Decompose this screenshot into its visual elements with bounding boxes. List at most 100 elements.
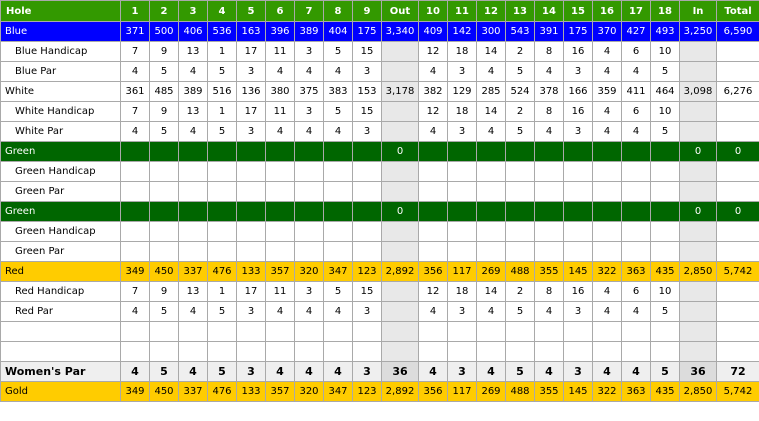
score-cell [323, 141, 353, 162]
score-cell: 12 [418, 281, 448, 302]
score-cell: 355 [534, 261, 564, 282]
score-cell [120, 341, 150, 362]
scorecard-row: White Par 4 5 4 5 3 4 4 4 3 4 3 4 5 4 3 4 4 5 [0, 121, 759, 142]
score-cell [178, 201, 208, 222]
row-label: Blue Par [0, 61, 121, 82]
score-cell: 13 [178, 41, 208, 62]
scorecard-row: Green Par [0, 241, 759, 262]
score-cell [447, 241, 477, 262]
score-cell: 4 [592, 61, 622, 82]
score-cell: 13 [178, 281, 208, 302]
score-cell [592, 161, 622, 182]
score-cell [149, 201, 179, 222]
score-cell [505, 141, 535, 162]
score-cell: 117 [447, 381, 477, 402]
score-cell: 17 [236, 281, 266, 302]
score-cell [592, 201, 622, 222]
score-cell [679, 341, 717, 362]
score-cell: 4 [534, 61, 564, 82]
score-cell: 485 [149, 81, 179, 102]
score-cell [323, 241, 353, 262]
score-cell: 361 [120, 81, 150, 102]
score-cell [294, 341, 324, 362]
score-cell [236, 201, 266, 222]
score-cell: 357 [265, 381, 295, 402]
score-cell: 18 [447, 101, 477, 122]
row-label [0, 321, 121, 342]
score-cell: 3 [563, 61, 593, 82]
score-cell: 0 [716, 201, 759, 222]
score-cell [120, 181, 150, 202]
score-cell [563, 161, 593, 182]
score-cell [294, 221, 324, 242]
score-cell: 5 [207, 61, 237, 82]
score-cell: 6,276 [716, 81, 759, 102]
score-cell: 3,098 [679, 81, 717, 102]
score-cell: 3 [294, 41, 324, 62]
score-cell: 6 [621, 41, 651, 62]
score-cell: 4 [323, 361, 353, 382]
score-cell: 355 [534, 381, 564, 402]
score-cell [563, 221, 593, 242]
score-cell [294, 321, 324, 342]
score-cell: 18 [447, 281, 477, 302]
score-cell: 17 [236, 41, 266, 62]
score-cell: 10 [650, 101, 680, 122]
row-label: White [0, 81, 121, 102]
score-cell: 145 [563, 381, 593, 402]
score-cell: 14 [476, 41, 506, 62]
row-label: Green Par [0, 181, 121, 202]
score-cell: 166 [563, 81, 593, 102]
score-cell: 3 [294, 101, 324, 122]
score-cell: 4 [294, 121, 324, 142]
score-cell: 3 [447, 61, 477, 82]
scorecard-row: Green Handicap [0, 221, 759, 242]
score-cell: 11 [265, 281, 295, 302]
score-cell [418, 181, 448, 202]
score-cell [120, 321, 150, 342]
score-cell: 7 [120, 101, 150, 122]
score-cell [418, 341, 448, 362]
score-cell [716, 101, 759, 122]
score-cell: 2,892 [381, 381, 419, 402]
score-cell: 16 [563, 281, 593, 302]
score-cell: 3 [352, 301, 382, 322]
score-cell: 3 [563, 301, 593, 322]
score-cell: 285 [476, 81, 506, 102]
score-cell [650, 141, 680, 162]
header-cell: 11 [447, 0, 477, 22]
score-cell [679, 61, 717, 82]
score-cell: 5 [505, 301, 535, 322]
score-cell [592, 221, 622, 242]
score-cell: 9 [149, 41, 179, 62]
score-cell [381, 301, 419, 322]
score-cell [381, 61, 419, 82]
score-cell [716, 221, 759, 242]
score-cell: 337 [178, 381, 208, 402]
score-cell: 133 [236, 261, 266, 282]
score-cell: 4 [476, 301, 506, 322]
score-cell [447, 221, 477, 242]
score-cell [265, 201, 295, 222]
score-cell [476, 141, 506, 162]
score-cell [352, 321, 382, 342]
scorecard-row: Red 349 450 337 476 133 357 320 347 123 2,892 356 11… [0, 261, 759, 282]
score-cell [716, 301, 759, 322]
score-cell: 5,742 [716, 261, 759, 282]
row-label: Green Par [0, 241, 121, 262]
score-cell: 5 [149, 61, 179, 82]
score-cell: 347 [323, 261, 353, 282]
score-cell: 4 [418, 301, 448, 322]
score-cell [178, 181, 208, 202]
score-cell [716, 61, 759, 82]
score-cell: 4 [323, 301, 353, 322]
score-cell [323, 341, 353, 362]
score-cell [505, 201, 535, 222]
score-cell [476, 181, 506, 202]
score-cell: 406 [178, 21, 208, 42]
score-cell [236, 161, 266, 182]
score-cell: 5 [207, 361, 237, 382]
score-cell [621, 141, 651, 162]
score-cell [265, 221, 295, 242]
score-cell [236, 141, 266, 162]
